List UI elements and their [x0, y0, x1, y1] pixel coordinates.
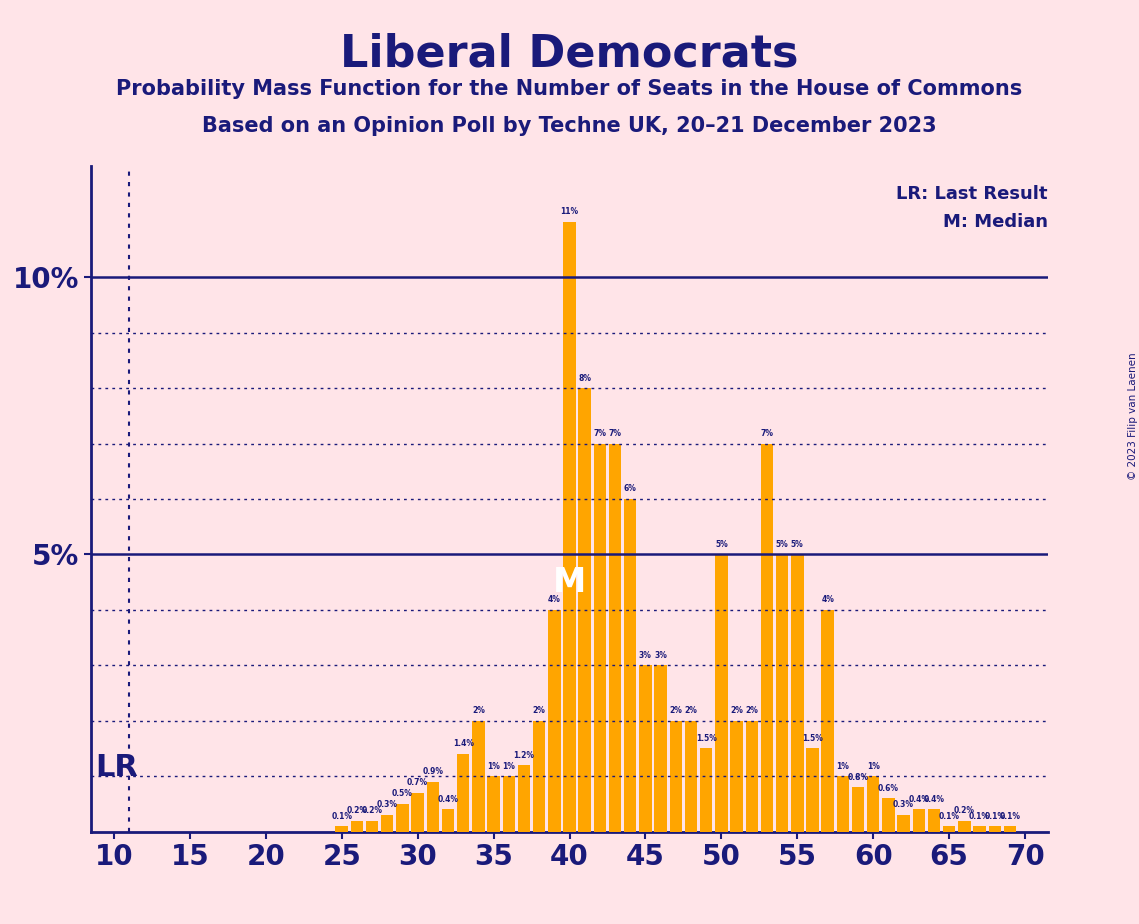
Text: 1.5%: 1.5% — [802, 734, 822, 743]
Bar — [366, 821, 378, 832]
Text: 7%: 7% — [593, 429, 606, 438]
Text: Liberal Democrats: Liberal Democrats — [341, 32, 798, 76]
Text: 0.1%: 0.1% — [999, 811, 1021, 821]
Text: 5%: 5% — [790, 540, 804, 549]
Text: 4%: 4% — [821, 595, 834, 604]
Bar — [548, 610, 560, 832]
Text: LR: Last Result: LR: Last Result — [896, 185, 1048, 202]
Text: 0.2%: 0.2% — [346, 806, 368, 815]
Bar — [655, 665, 666, 832]
Bar — [700, 748, 712, 832]
Text: 3%: 3% — [654, 650, 667, 660]
Bar — [852, 787, 865, 832]
Text: 0.8%: 0.8% — [847, 772, 869, 782]
Bar — [1003, 826, 1016, 832]
Bar — [837, 776, 849, 832]
Bar — [883, 798, 894, 832]
Text: 0.2%: 0.2% — [953, 806, 975, 815]
Text: 0.1%: 0.1% — [939, 811, 960, 821]
Bar — [776, 554, 788, 832]
Bar — [336, 826, 347, 832]
Text: 8%: 8% — [579, 373, 591, 383]
Text: 2%: 2% — [730, 706, 743, 715]
Bar — [427, 782, 439, 832]
Bar — [867, 776, 879, 832]
Bar — [792, 554, 803, 832]
Text: 0.9%: 0.9% — [423, 767, 443, 776]
Bar — [989, 826, 1001, 832]
Bar — [943, 826, 956, 832]
Text: 7%: 7% — [608, 429, 622, 438]
Bar — [382, 815, 393, 832]
Bar — [806, 748, 819, 832]
Bar — [746, 721, 757, 832]
Bar — [761, 444, 773, 832]
Bar — [639, 665, 652, 832]
Text: 0.2%: 0.2% — [361, 806, 383, 815]
Bar — [974, 826, 985, 832]
Text: 1%: 1% — [836, 761, 850, 771]
Bar — [685, 721, 697, 832]
Bar — [928, 809, 940, 832]
Text: 2%: 2% — [685, 706, 697, 715]
Text: M: Median: M: Median — [943, 213, 1048, 230]
Text: 5%: 5% — [715, 540, 728, 549]
Bar — [730, 721, 743, 832]
Text: 3%: 3% — [639, 650, 652, 660]
Text: 0.3%: 0.3% — [893, 800, 915, 809]
Bar — [912, 809, 925, 832]
Text: 1.4%: 1.4% — [452, 739, 474, 748]
Text: 0.3%: 0.3% — [377, 800, 398, 809]
Text: 1%: 1% — [502, 761, 515, 771]
Text: 1.2%: 1.2% — [514, 750, 534, 760]
Text: 2%: 2% — [745, 706, 759, 715]
Text: 0.4%: 0.4% — [924, 795, 944, 804]
Text: 0.4%: 0.4% — [437, 795, 459, 804]
Text: 0.4%: 0.4% — [908, 795, 929, 804]
Bar — [609, 444, 621, 832]
Text: 4%: 4% — [548, 595, 560, 604]
Text: M: M — [552, 565, 587, 599]
Text: 2%: 2% — [472, 706, 485, 715]
Bar — [821, 610, 834, 832]
Text: 6%: 6% — [624, 484, 637, 493]
Bar — [396, 804, 409, 832]
Bar — [579, 388, 591, 832]
Text: 0.5%: 0.5% — [392, 789, 412, 798]
Bar — [624, 499, 637, 832]
Text: Based on an Opinion Poll by Techne UK, 20–21 December 2023: Based on an Opinion Poll by Techne UK, 2… — [203, 116, 936, 136]
Text: © 2023 Filip van Laenen: © 2023 Filip van Laenen — [1129, 352, 1138, 480]
Bar — [473, 721, 484, 832]
Text: 2%: 2% — [533, 706, 546, 715]
Bar — [411, 793, 424, 832]
Bar — [487, 776, 500, 832]
Text: 0.7%: 0.7% — [407, 778, 428, 787]
Text: 1.5%: 1.5% — [696, 734, 716, 743]
Bar — [442, 809, 454, 832]
Text: 0.1%: 0.1% — [969, 811, 990, 821]
Bar — [715, 554, 728, 832]
Text: 0.6%: 0.6% — [878, 784, 899, 793]
Text: 2%: 2% — [670, 706, 682, 715]
Text: Probability Mass Function for the Number of Seats in the House of Commons: Probability Mass Function for the Number… — [116, 79, 1023, 99]
Bar — [898, 815, 910, 832]
Text: 7%: 7% — [761, 429, 773, 438]
Bar — [351, 821, 363, 832]
Text: LR: LR — [96, 753, 139, 782]
Bar — [958, 821, 970, 832]
Text: 0.1%: 0.1% — [331, 811, 352, 821]
Bar — [518, 765, 530, 832]
Text: 1%: 1% — [487, 761, 500, 771]
Bar — [457, 754, 469, 832]
Bar — [533, 721, 546, 832]
Bar — [593, 444, 606, 832]
Text: 1%: 1% — [867, 761, 879, 771]
Text: 0.1%: 0.1% — [984, 811, 1006, 821]
Bar — [502, 776, 515, 832]
Bar — [564, 222, 575, 832]
Bar — [670, 721, 682, 832]
Text: 11%: 11% — [560, 207, 579, 216]
Text: 5%: 5% — [776, 540, 788, 549]
